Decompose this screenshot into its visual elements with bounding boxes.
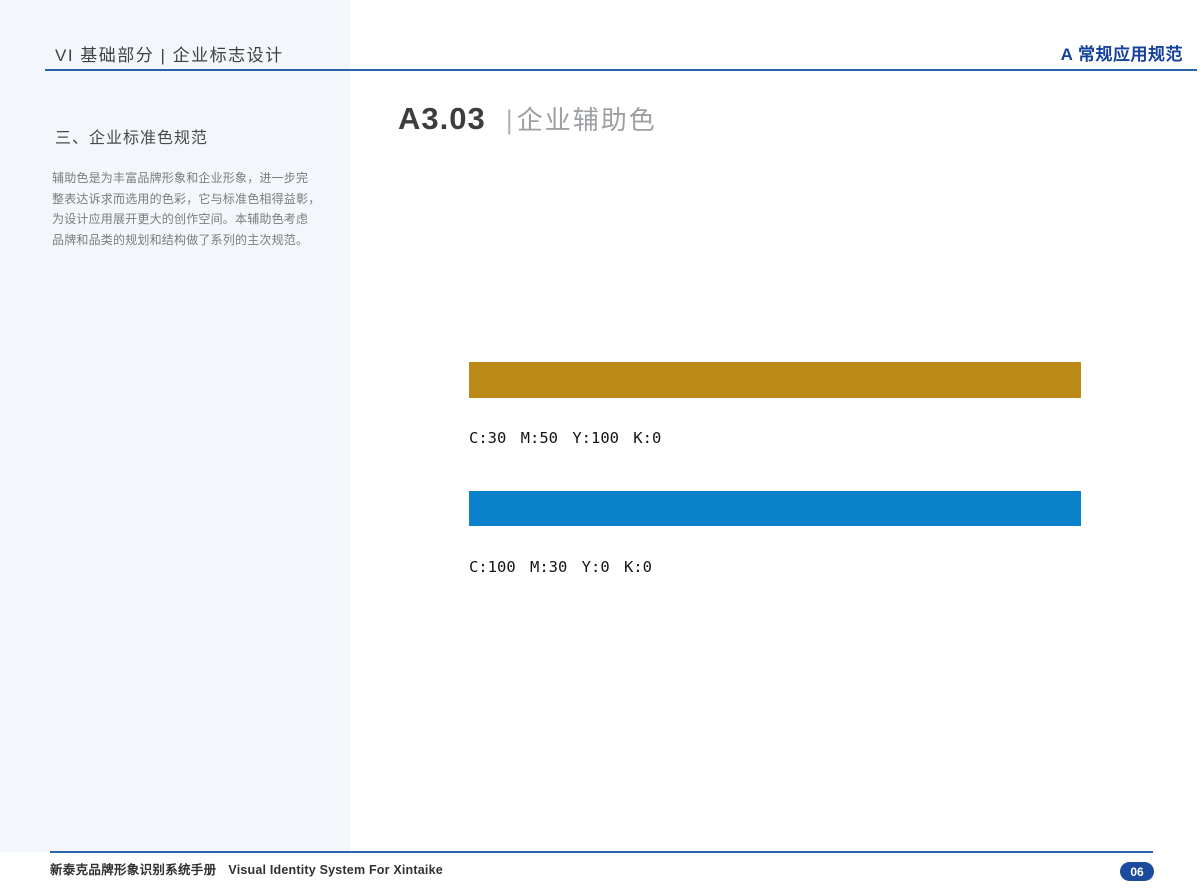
header-section-title: VI 基础部分 | 企业标志设计 xyxy=(55,46,284,65)
header-divider-line xyxy=(45,69,1197,71)
cmyk-value-gold: C:30 M:50 Y:100 K:0 xyxy=(469,429,662,447)
title-divider: | xyxy=(505,105,513,135)
sidebar-background xyxy=(0,0,350,852)
sidebar-section-heading: 三、企业标准色规范 xyxy=(55,128,209,147)
footer-divider-line xyxy=(50,851,1153,853)
page-title: A3.03 | 企业辅助色 xyxy=(398,100,657,137)
footer-manual-title: 新泰克品牌形象识别系统手册 Visual Identity System For … xyxy=(50,859,443,878)
color-swatch-blue xyxy=(469,491,1081,526)
description-line: 整表达诉求而选用的色彩，它与标准色相得益彰， xyxy=(52,191,321,206)
description-line: 辅助色是为丰富品牌形象和企业形象，进一步完 xyxy=(52,171,309,185)
page-number: 06 xyxy=(1130,864,1144,879)
sidebar-description: 辅助色是为丰富品牌形象和企业形象，进一步完 整表达诉求而选用的色彩，它与标准色相… xyxy=(52,168,320,250)
manual-title-cn: 新泰克品牌形象识别系统手册 xyxy=(50,863,217,877)
description-line: 品牌和品类的规划和结构做了系列的主次规范。 xyxy=(52,232,309,247)
page-number-badge: 06 xyxy=(1120,862,1154,881)
description-line: 为设计应用展开更大的创作空间。本辅助色考虑 xyxy=(52,212,309,226)
manual-title-en: Visual Identity System For Xintaike xyxy=(228,863,443,877)
color-swatch-gold xyxy=(469,362,1081,398)
header-category-label: A 常规应用规范 xyxy=(1060,45,1183,64)
cmyk-value-blue: C:100 M:30 Y:0 K:0 xyxy=(469,558,652,576)
section-code: A3.03 xyxy=(398,101,486,136)
section-title: 企业辅助色 xyxy=(516,105,657,135)
